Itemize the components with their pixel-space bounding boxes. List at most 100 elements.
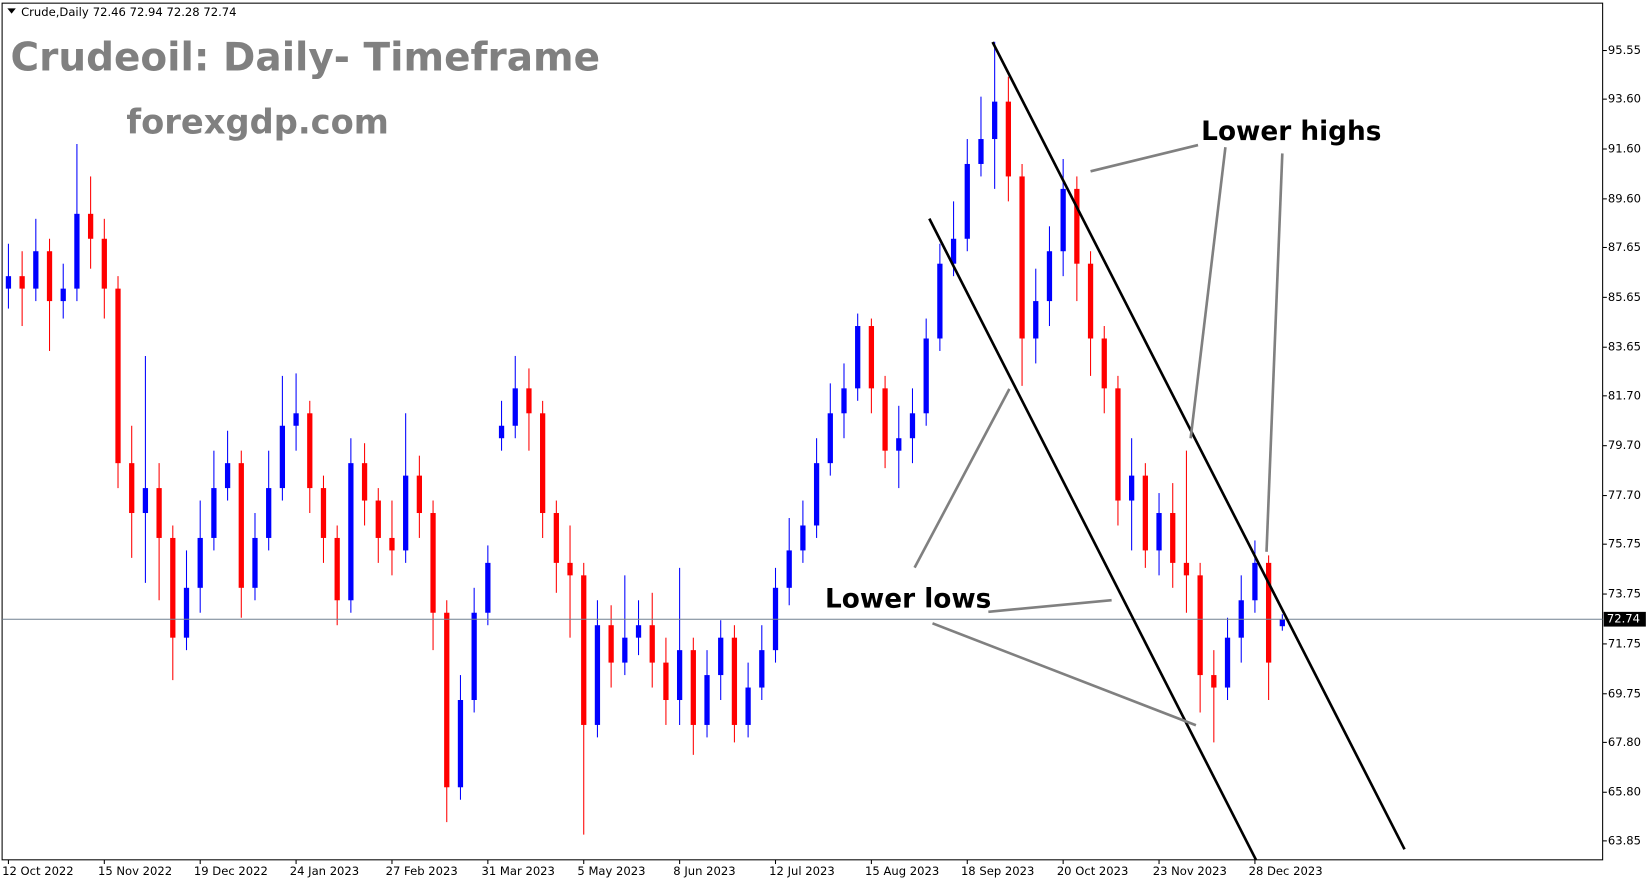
x-tick-label: 18 Sep 2023 xyxy=(961,864,1034,878)
candle-body xyxy=(635,625,642,638)
x-tick-label: 15 Aug 2023 xyxy=(865,864,939,878)
candle-body xyxy=(74,213,80,289)
candle-body xyxy=(676,650,683,701)
candle-body xyxy=(60,288,66,302)
candle-body xyxy=(266,488,272,538)
y-tick-label: 81.70 xyxy=(1608,388,1641,402)
y-tick-label: 73.75 xyxy=(1608,587,1641,601)
candle-body xyxy=(553,513,559,563)
candle-body xyxy=(745,687,751,725)
candle-body xyxy=(293,413,299,426)
subtitle: forexgdp.com xyxy=(126,103,388,142)
candle-body xyxy=(87,213,94,239)
header-high: 72.94 xyxy=(130,5,163,19)
x-tick-label: 12 Oct 2022 xyxy=(2,864,74,878)
candle-body xyxy=(416,475,422,514)
lower-trend-line xyxy=(928,218,1258,861)
candle-body xyxy=(279,425,286,489)
candle-body xyxy=(129,463,135,514)
candle-body xyxy=(33,251,39,289)
candle-body xyxy=(170,537,176,638)
candle-body xyxy=(457,700,464,788)
candle-body xyxy=(307,413,313,489)
candle-body xyxy=(909,413,916,439)
candle-body xyxy=(238,463,244,588)
candle-body xyxy=(827,413,833,464)
candle-body xyxy=(800,525,806,551)
candle-body xyxy=(1156,513,1162,551)
pointer-lines xyxy=(913,143,1284,727)
x-tick-label: 8 Jun 2023 xyxy=(673,864,735,878)
candle-body xyxy=(156,488,162,538)
candle-body xyxy=(1046,251,1053,302)
y-tick-label: 85.65 xyxy=(1608,290,1641,304)
x-tick-label: 5 May 2023 xyxy=(577,864,645,878)
current-price-box xyxy=(1603,611,1646,627)
y-tick-label: 77.70 xyxy=(1608,488,1641,502)
candle-body xyxy=(252,537,258,588)
candle-body xyxy=(183,587,190,638)
candle-body xyxy=(334,537,340,601)
candle-body xyxy=(1183,562,1190,576)
candle-body xyxy=(841,388,847,414)
x-tick-label: 24 Jan 2023 xyxy=(290,864,359,878)
annotation: Lower highs xyxy=(1201,117,1381,147)
y-tick-label: 91.60 xyxy=(1608,142,1641,156)
candle-body xyxy=(855,326,861,389)
candle-body xyxy=(498,425,505,439)
candle-body xyxy=(1252,562,1258,601)
candle-body xyxy=(937,263,943,339)
candle-body xyxy=(1005,101,1012,177)
candle-body xyxy=(1129,475,1135,501)
x-tick-label: 28 Dec 2023 xyxy=(1249,864,1323,878)
candle-body xyxy=(759,650,765,688)
candle-body xyxy=(224,463,231,489)
candle-body xyxy=(992,101,998,140)
candle-body xyxy=(1211,675,1217,688)
candle-body xyxy=(444,612,450,788)
candle-body xyxy=(197,537,203,588)
candle-body xyxy=(1074,188,1080,264)
candle-body xyxy=(896,438,902,451)
candle-body xyxy=(663,662,669,701)
x-tick-label: 15 Nov 2022 xyxy=(98,864,172,878)
candle-body xyxy=(690,650,696,725)
candle-body xyxy=(115,288,121,464)
y-tick-label: 87.65 xyxy=(1608,240,1641,254)
pointer xyxy=(932,622,1197,727)
candle-body xyxy=(1033,301,1039,339)
candle-body xyxy=(142,488,149,514)
upper-trend-line xyxy=(991,41,1406,850)
y-tick-label: 93.60 xyxy=(1608,92,1641,106)
candle-body xyxy=(540,413,546,514)
candle-body xyxy=(882,388,888,451)
candle-body xyxy=(512,388,518,426)
candle-body xyxy=(471,612,477,701)
candle-body xyxy=(813,463,820,526)
candle-body xyxy=(622,637,628,663)
header-close: 72.74 xyxy=(203,5,236,19)
candle-body xyxy=(608,625,614,663)
chart-title: Crudeoil: Daily- Timeframe xyxy=(11,35,601,80)
candle-body xyxy=(389,537,395,551)
plot-frame xyxy=(1,2,1604,861)
y-tick-label: 79.70 xyxy=(1608,438,1641,452)
candle-body xyxy=(1101,338,1107,389)
y-tick-label: 67.80 xyxy=(1608,735,1641,749)
candle-body xyxy=(361,463,368,501)
header-low: 72.28 xyxy=(166,5,199,19)
candle-body xyxy=(348,463,354,601)
candle-body xyxy=(923,338,929,414)
candle-body xyxy=(786,550,792,588)
candle-body xyxy=(1279,619,1285,627)
candle-body xyxy=(594,625,601,725)
candle-body xyxy=(1087,263,1094,339)
candle-body xyxy=(320,488,327,538)
candle-body xyxy=(1115,388,1121,501)
pointer xyxy=(1189,147,1227,439)
header-icon xyxy=(7,8,16,14)
candle-body xyxy=(718,637,724,676)
y-tick-label: 65.80 xyxy=(1608,785,1641,799)
